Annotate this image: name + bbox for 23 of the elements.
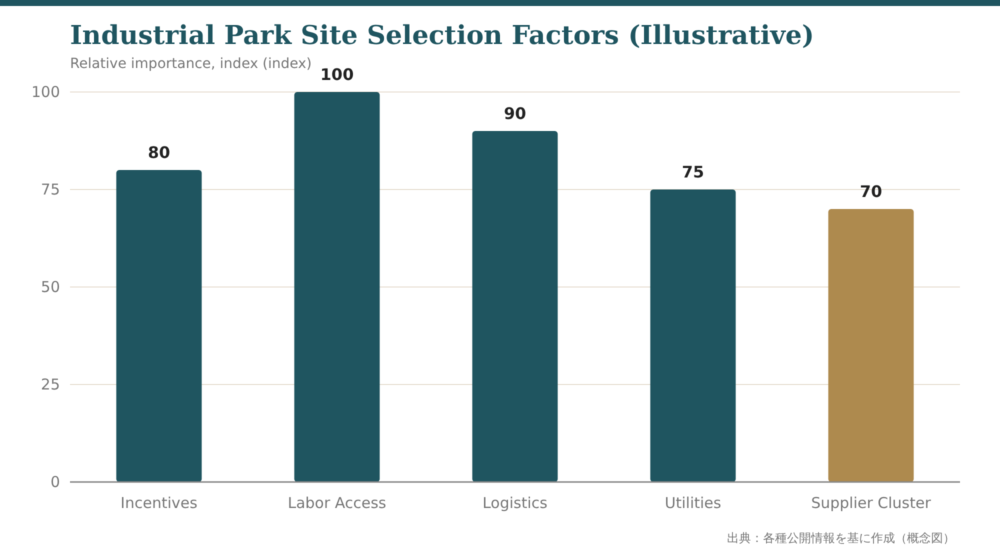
source-note: 出典：各種公開情報を基に作成（概念図） [727,531,955,545]
data-label: 80 [148,143,170,162]
bar [650,190,736,482]
bar [116,170,202,482]
x-tick-label: Incentives [120,494,198,512]
x-tick-label: Labor Access [288,494,386,512]
x-tick-label: Utilities [664,494,722,512]
data-label: 70 [860,182,882,201]
bar [294,92,380,482]
x-tick-label: Supplier Cluster [811,494,932,512]
y-axis-title: Relative importance, index (index) [70,56,312,72]
data-label: 100 [320,65,354,84]
bar [828,209,914,482]
x-tick-label: Logistics [482,494,548,512]
y-tick-label: 25 [40,376,60,394]
y-tick-label: 0 [50,473,60,491]
y-tick-label: 50 [40,278,60,296]
data-label: 90 [504,104,526,123]
data-label: 75 [682,162,704,182]
bar [472,131,558,482]
y-tick-label: 75 [40,180,60,198]
chart-title: Industrial Park Site Selection Factors (Illustrative) [70,21,814,51]
y-tick-label: 100 [31,83,60,101]
